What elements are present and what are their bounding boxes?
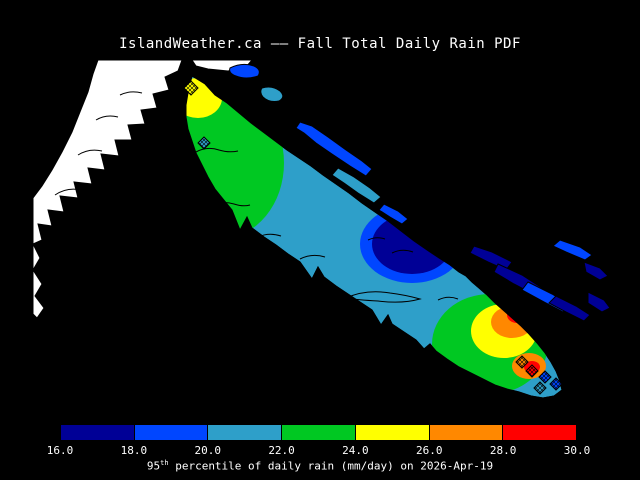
rain-region-se-red	[507, 307, 527, 323]
gulf-islands-south	[469, 239, 611, 322]
colorbar-segment	[61, 425, 135, 440]
strait-island	[260, 86, 284, 102]
mainland-coast	[32, 59, 183, 319]
colorbar-ticks: 16.0 18.0 20.0 22.0 24.0 26.0 28.0 30.0	[47, 444, 591, 458]
strait-island	[229, 63, 260, 79]
colorbar-tick: 24.0	[342, 444, 369, 457]
colorbar-tick: 22.0	[268, 444, 295, 457]
colorbar-tick: 30.0	[563, 444, 591, 457]
colorbar-tick: 18.0	[120, 444, 148, 457]
rain-region-north-green	[186, 88, 284, 238]
colorbar-caption: 95th percentile of daily rain (mm/day) o…	[0, 459, 640, 473]
colorbar-segment	[134, 425, 209, 440]
gulf-island	[583, 261, 609, 281]
gulf-island	[469, 245, 513, 271]
gulf-island	[587, 291, 611, 313]
fjord-contours	[47, 91, 160, 263]
strait-island	[331, 167, 382, 204]
lake-contours	[195, 147, 459, 303]
colorbar-segment	[208, 425, 283, 440]
island-coastline	[185, 75, 563, 399]
rain-region-north-yellow	[186, 78, 222, 118]
gulf-islands-north	[229, 63, 409, 225]
caption-superscript: th	[160, 459, 169, 467]
mainland-landmass	[32, 59, 254, 319]
colorbar	[60, 424, 577, 441]
station-marker-hatch	[184, 81, 562, 394]
caption-text: percentile of daily rain (mm/day) on 202…	[168, 459, 494, 473]
colorbar-segment	[355, 425, 430, 440]
strait-island	[295, 121, 373, 177]
rain-region-se-orange	[491, 306, 533, 338]
colorbar-tick: 20.0	[194, 444, 221, 457]
gulf-island	[548, 295, 591, 322]
strait-island	[378, 203, 409, 225]
colorbar-tick: 26.0	[416, 444, 443, 457]
colorbar-tick: 28.0	[489, 444, 517, 457]
plot-title: IslandWeather.ca —— Fall Total Daily Rai…	[119, 36, 521, 52]
colorbar-segment	[503, 425, 577, 440]
gulf-island	[552, 239, 593, 261]
colorbar-tick: 16.0	[46, 444, 74, 457]
colorbar-segment	[282, 425, 356, 440]
colorbar-segment	[429, 425, 504, 440]
station-markers	[183, 80, 563, 395]
caption-number: 95	[146, 459, 161, 473]
rain-region-east-navy	[372, 214, 452, 274]
